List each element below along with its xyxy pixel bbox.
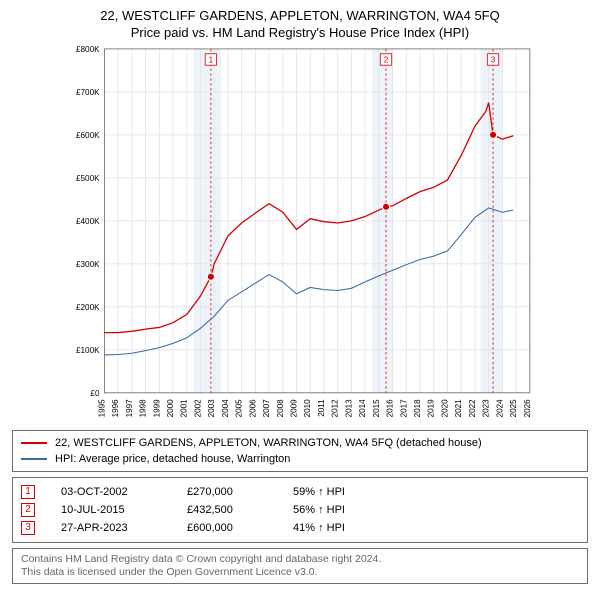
x-tick-label: 2013	[344, 399, 353, 418]
event-marker: 1	[21, 485, 35, 499]
x-tick-label: 1999	[152, 399, 161, 418]
legend-swatch	[21, 458, 47, 460]
x-tick-label: 2012	[331, 399, 340, 418]
legend-box: 22, WESTCLIFF GARDENS, APPLETON, WARRING…	[12, 430, 588, 472]
x-tick-label: 2005	[235, 399, 244, 418]
x-tick-label: 2004	[221, 399, 230, 418]
x-tick-label: 2016	[386, 399, 395, 418]
x-tick-label: 2026	[523, 399, 532, 418]
x-tick-label: 1997	[125, 399, 134, 418]
x-tick-label: 2003	[207, 399, 216, 418]
legend-label: 22, WESTCLIFF GARDENS, APPLETON, WARRING…	[55, 437, 482, 449]
y-tick-label: £100K	[76, 346, 100, 355]
chart-title: 22, WESTCLIFF GARDENS, APPLETON, WARRING…	[12, 8, 588, 23]
legend-row: HPI: Average price, detached house, Warr…	[21, 451, 579, 467]
y-tick-label: £700K	[76, 88, 100, 97]
title-block: 22, WESTCLIFF GARDENS, APPLETON, WARRING…	[12, 8, 588, 40]
series-property	[104, 103, 513, 333]
chart-area: £0 £100K £200K £300K £400K £500K £600K £700K £80…	[12, 44, 588, 424]
y-tick-label: £0	[90, 389, 100, 398]
legend-label: HPI: Average price, detached house, Warr…	[55, 453, 290, 465]
y-tick-label: £300K	[76, 260, 100, 269]
event-marker: 3	[21, 521, 35, 535]
event-price: £600,000	[187, 522, 267, 534]
x-tick-label: 2007	[262, 399, 271, 418]
chart-subtitle: Price paid vs. HM Land Registry's House …	[12, 25, 588, 40]
event-delta: 56% ↑ HPI	[293, 504, 345, 516]
events-table: 1 03-OCT-2002 £270,000 59% ↑ HPI 2 10-JUL-201…	[12, 477, 588, 543]
x-tick-label: 2009	[290, 399, 299, 418]
x-tick-label: 2011	[317, 399, 326, 417]
root: 22, WESTCLIFF GARDENS, APPLETON, WARRING…	[0, 0, 600, 590]
x-tick-label: 2014	[358, 399, 367, 418]
event-row: 1 03-OCT-2002 £270,000 59% ↑ HPI	[21, 483, 579, 501]
chart-svg: £0 £100K £200K £300K £400K £500K £600K £700K £80…	[12, 44, 588, 424]
x-tick-label: 2019	[427, 399, 436, 418]
event-delta: 41% ↑ HPI	[293, 522, 345, 534]
x-tick-label: 2002	[193, 399, 202, 418]
event-date: 27-APR-2023	[61, 522, 161, 534]
y-tick-label: £600K	[76, 131, 100, 140]
attribution-box: Contains HM Land Registry data © Crown c…	[12, 548, 588, 584]
x-tick-label: 2001	[180, 399, 189, 418]
legend-swatch	[21, 442, 47, 444]
series-marker	[382, 203, 389, 210]
y-tick-label: £400K	[76, 217, 100, 226]
legend-row: 22, WESTCLIFF GARDENS, APPLETON, WARRING…	[21, 435, 579, 451]
series-marker	[489, 131, 496, 138]
x-tick-label: 2000	[166, 399, 175, 418]
event-price: £270,000	[187, 486, 267, 498]
x-tick-label: 2021	[454, 399, 463, 418]
event-marker: 2	[21, 503, 35, 517]
event-label-text: 2	[384, 56, 389, 65]
event-label-text: 1	[209, 56, 214, 65]
x-tick-label: 1996	[111, 399, 120, 418]
y-tick-label: £200K	[76, 303, 100, 312]
y-tick-label: £500K	[76, 174, 100, 183]
event-delta: 59% ↑ HPI	[293, 486, 345, 498]
x-tick-label: 2020	[440, 399, 449, 418]
x-tick-label: 2010	[303, 399, 312, 418]
event-label-text: 3	[491, 56, 496, 65]
x-tick-label: 1998	[139, 399, 148, 418]
event-row: 2 10-JUL-2015 £432,500 56% ↑ HPI	[21, 501, 579, 519]
x-tick-label: 2022	[468, 399, 477, 418]
x-tick-label: 2017	[399, 399, 408, 418]
attribution-line2: This data is licensed under the Open Gov…	[21, 566, 579, 579]
x-tick-label: 2006	[248, 399, 257, 418]
attribution-line1: Contains HM Land Registry data © Crown c…	[21, 553, 579, 566]
x-tick-label: 2008	[276, 399, 285, 418]
x-tick-label: 2023	[482, 399, 491, 418]
event-date: 03-OCT-2002	[61, 486, 161, 498]
series-marker	[207, 273, 214, 280]
event-date: 10-JUL-2015	[61, 504, 161, 516]
x-tick-label: 2024	[495, 399, 504, 418]
x-tick-label: 2018	[413, 399, 422, 418]
y-tick-label: £800K	[76, 45, 100, 54]
x-tick-label: 1995	[97, 399, 106, 418]
series-hpi	[104, 208, 513, 355]
event-row: 3 27-APR-2023 £600,000 41% ↑ HPI	[21, 519, 579, 537]
event-price: £432,500	[187, 504, 267, 516]
x-tick-label: 2015	[372, 399, 381, 418]
x-tick-label: 2025	[509, 399, 518, 418]
